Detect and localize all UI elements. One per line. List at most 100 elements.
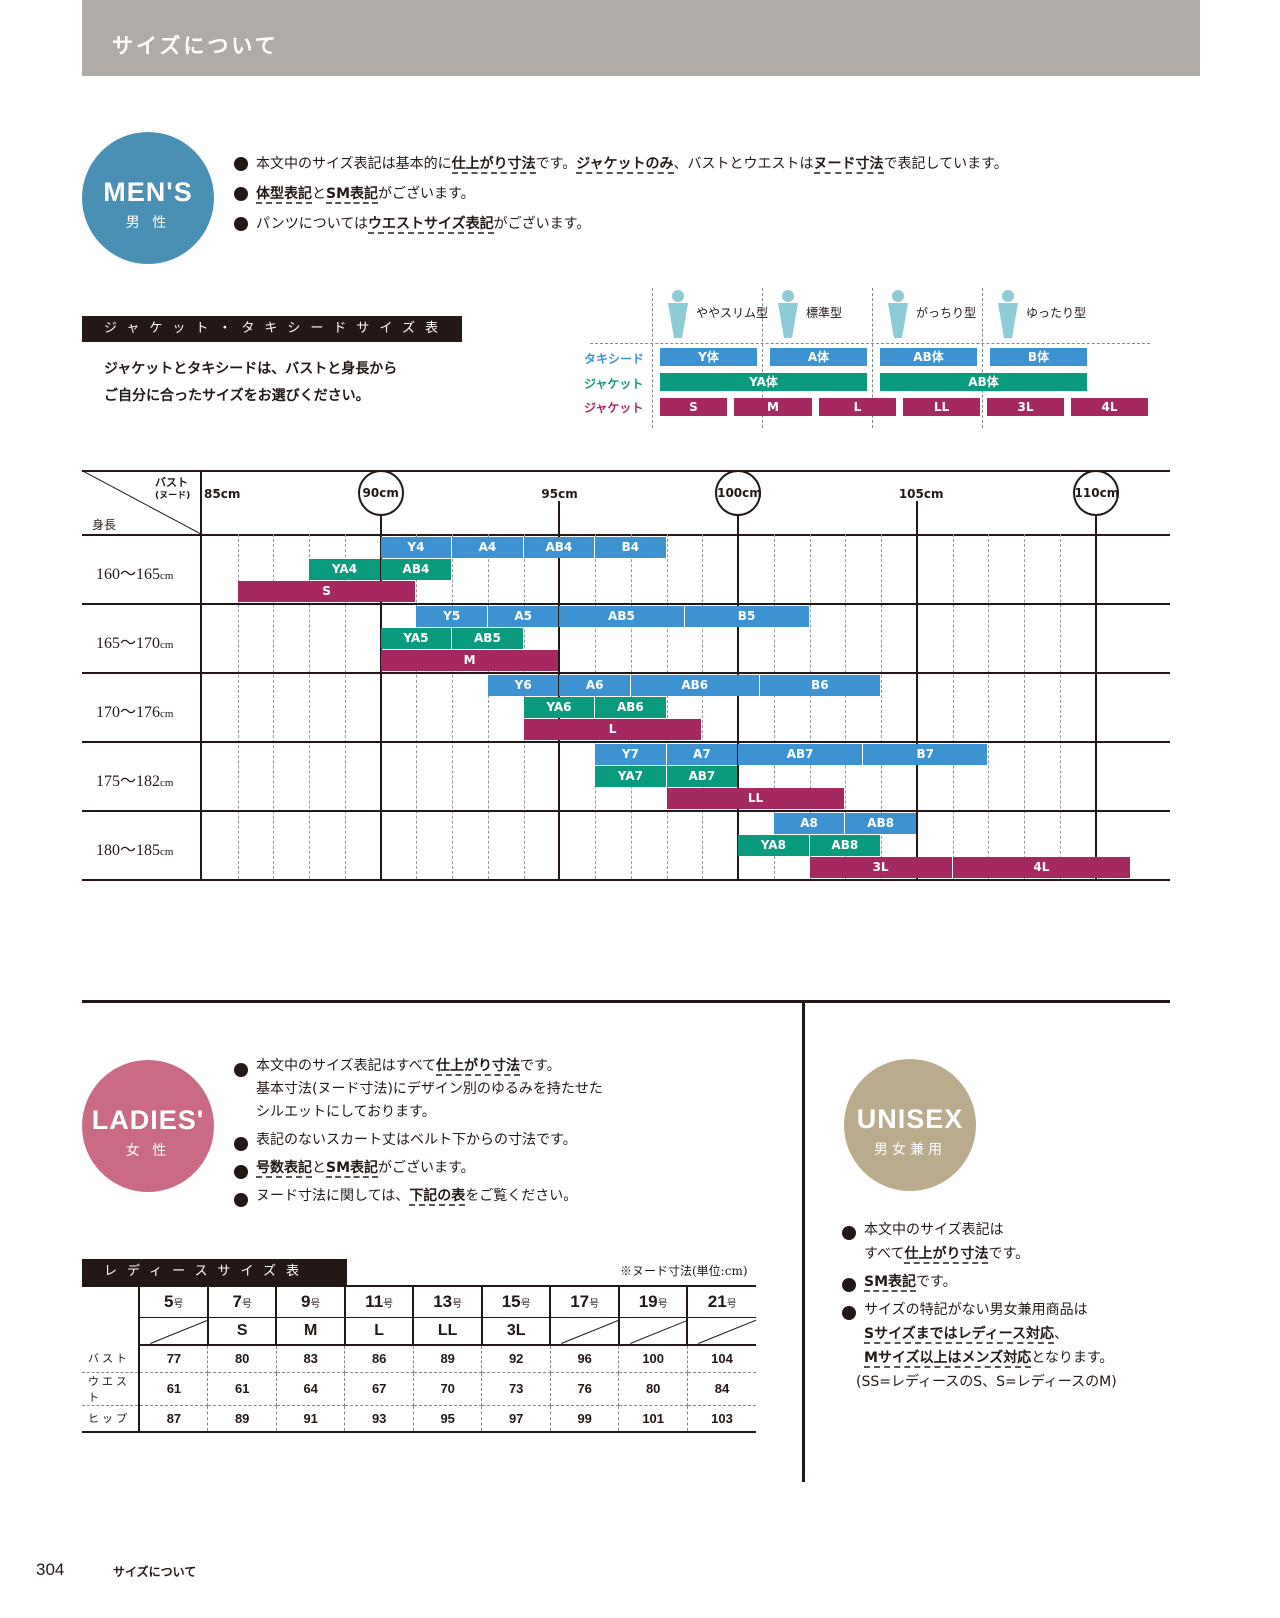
bullet-text: Mサイズ以上はメンズ対応となります。 xyxy=(864,1346,1113,1370)
ladies-size-table: 5号 7号 9号 11号 13号 15号 17号 19号 21号 S M L LL 3L バスト 77 80 83… xyxy=(82,1285,756,1433)
minor-gridline xyxy=(773,534,775,879)
size-bar: Y5 xyxy=(416,606,487,627)
note-text: 本文中のサイズ表記はすべて xyxy=(256,1058,437,1074)
size-bar: Y4 xyxy=(380,537,452,558)
body-type-label: 標準型 xyxy=(806,306,843,320)
emphasis-text: 仕上がり寸法 xyxy=(436,1058,521,1076)
row-rule xyxy=(82,879,1170,881)
bullet-text: パンツについてはウエストサイズ表記がございます。 xyxy=(256,209,590,239)
note-text: 、 xyxy=(1053,1326,1068,1342)
sm-size: L xyxy=(374,1321,385,1339)
legend-sm-bar: 3L xyxy=(987,398,1064,416)
size-bar: YA6 xyxy=(523,697,595,718)
body-figure-icon xyxy=(668,290,688,338)
measure-value: 84 xyxy=(687,1372,756,1406)
measure-value: 76 xyxy=(550,1372,620,1406)
bullet-row: サイズの特記がない男女兼用商品は xyxy=(842,1298,1182,1322)
measure-value: 80 xyxy=(207,1345,277,1373)
empty-diagonal xyxy=(698,1317,756,1343)
note-text: サイズの特記がない男女兼用商品は xyxy=(864,1302,1088,1318)
bullet-dot-icon xyxy=(234,1193,248,1207)
bullet-cont: 基本寸法(ヌード寸法)にデザイン別のゆるみを持たせた xyxy=(256,1081,603,1097)
emphasis-text: ウエストサイズ表記 xyxy=(368,216,494,234)
size-bar: 4L xyxy=(952,857,1131,878)
minor-gridline xyxy=(952,534,954,879)
legend-divider xyxy=(872,288,873,428)
sm-header: M xyxy=(276,1317,346,1346)
legend-sm-bar: M xyxy=(734,398,812,416)
bullet-row: 号数表記とSM表記がございます。 xyxy=(234,1157,754,1180)
size-bar: AB8 xyxy=(809,835,881,856)
jacket-intro: ジャケットとタキシードは、バストと身長から ご自分に合ったサイズをお選びください… xyxy=(104,356,397,410)
bullet-text: 本文中のサイズ表記はすべて仕上がり寸法です。 xyxy=(256,1055,561,1078)
sm-header: LL xyxy=(413,1317,483,1346)
measure-value: 101 xyxy=(618,1405,688,1433)
bullet-dot-icon xyxy=(234,1063,248,1077)
figure-body xyxy=(888,303,908,338)
height-range: 180〜185 xyxy=(96,842,161,859)
note-text: です。 xyxy=(916,1274,957,1290)
size-suffix: 号 xyxy=(173,1298,184,1310)
height-range: 165〜170 xyxy=(96,635,161,652)
note-text: 本文中のサイズ表記は基本的に xyxy=(256,156,452,172)
legend-label-jacket: ジャケット xyxy=(584,377,644,391)
measure-value: 70 xyxy=(413,1372,483,1406)
ladies-badge-en: LADIES' xyxy=(91,1105,205,1135)
minor-gridline xyxy=(309,534,311,879)
bullet-text: SM表記です。 xyxy=(864,1270,957,1294)
measure-label: ウエスト xyxy=(82,1372,141,1406)
measure-value: 92 xyxy=(481,1345,551,1373)
size-bar: AB5 xyxy=(452,628,523,649)
sm-header xyxy=(618,1317,689,1346)
section-divider xyxy=(82,1000,1170,1003)
bullet-dot-icon xyxy=(842,1306,856,1320)
note-text: をご覧ください。 xyxy=(465,1188,578,1204)
note-text: がございます。 xyxy=(493,216,591,232)
measure-value: 103 xyxy=(687,1405,756,1433)
measure-value: 80 xyxy=(618,1372,688,1406)
sm-header xyxy=(550,1317,620,1346)
measure-value: 99 xyxy=(550,1405,620,1433)
bullet-row: ヌード寸法に関しては、下記の表をご覧ください。 xyxy=(234,1185,754,1208)
legend-sm-bar: 4L xyxy=(1071,398,1148,416)
size-bar: Y7 xyxy=(595,744,666,765)
ladies-badge: LADIES' 女 性 xyxy=(82,1060,214,1192)
bullet-cont: シルエットにしております。 xyxy=(256,1104,436,1120)
unisex-badge-en: UNISEX xyxy=(856,1104,964,1134)
note-text: となります。 xyxy=(1031,1350,1114,1366)
note-text: です。 xyxy=(520,1058,561,1074)
sm-size: S xyxy=(236,1321,248,1339)
figure-head xyxy=(1002,290,1014,302)
mens-badge: MEN'S 男 性 xyxy=(82,132,214,264)
note-text: 本文中のサイズ表記は xyxy=(864,1222,1004,1238)
measure-value: 64 xyxy=(276,1372,346,1406)
emphasis-text: SM表記 xyxy=(864,1274,917,1292)
tick-label: 95cm xyxy=(541,487,578,501)
bullet-text: 本文中のサイズ表記は基本的に仕上がり寸法です。ジャケットのみ、バストとウエストは… xyxy=(256,149,1008,179)
measure-value: 89 xyxy=(413,1345,483,1373)
height-row-label: 160〜165cm xyxy=(96,560,173,584)
bullet-text: すべて仕上がり寸法です。 xyxy=(864,1242,1029,1266)
sm-header: L xyxy=(344,1317,415,1346)
emphasis-text: Sサイズまではレディース対応 xyxy=(864,1326,1054,1344)
legend-divider xyxy=(762,288,763,428)
figure-head xyxy=(782,290,794,302)
measure-value: 61 xyxy=(139,1372,209,1406)
body-type-label: がっちり型 xyxy=(916,306,977,320)
sm-size: 3L xyxy=(506,1321,526,1339)
emphasis-text: Mサイズ以上はメンズ対応 xyxy=(864,1350,1032,1368)
size-bar: B5 xyxy=(684,606,809,627)
height-row-label: 165〜170cm xyxy=(96,629,173,653)
measure-value: 104 xyxy=(687,1345,756,1373)
legend-sm-bar: LL xyxy=(903,398,980,416)
corner-bust-sub: (ヌード) xyxy=(155,491,191,501)
size-number: 9 xyxy=(300,1291,311,1311)
bullet-row: 体型表記とSM表記がございます。 xyxy=(234,179,1134,209)
ladies-table-grid: 5号 7号 9号 11号 13号 15号 17号 19号 21号 S M L LL 3L バスト 77 80 83… xyxy=(82,1285,756,1433)
size-suffix: 号 xyxy=(310,1298,321,1310)
unisex-badge: UNISEX 男女兼用 xyxy=(844,1059,976,1191)
measure-value: 87 xyxy=(139,1405,209,1433)
minor-gridline xyxy=(344,534,346,879)
bullet-row: すべて仕上がり寸法です。 xyxy=(842,1242,1182,1266)
ladies-notes: 本文中のサイズ表記はすべて仕上がり寸法です。基本寸法(ヌード寸法)にデザイン別の… xyxy=(234,1055,754,1213)
